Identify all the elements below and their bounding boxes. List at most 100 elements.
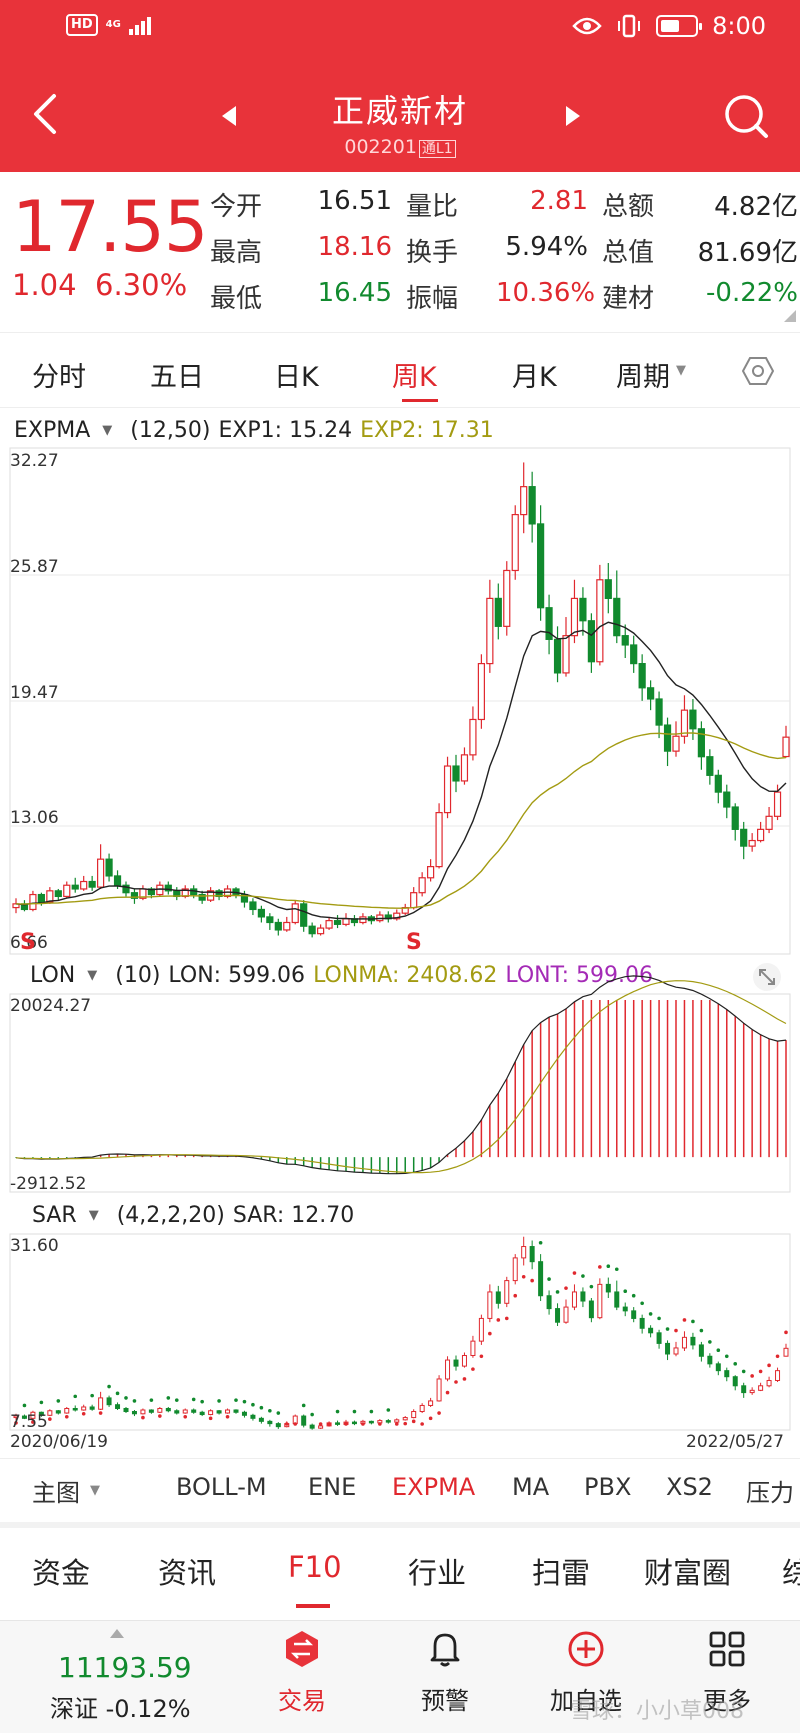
candle-body: [443, 765, 452, 814]
candle-body: [630, 644, 638, 665]
hd-badge: HD: [66, 14, 98, 36]
sar-candle-body: [775, 1370, 781, 1381]
sar-dot: [741, 1369, 746, 1374]
candle-body: [570, 597, 579, 637]
nav-alert-label: 预警: [421, 1687, 469, 1715]
sar-candle-body: [72, 1407, 78, 1411]
next-stock-button[interactable]: [562, 104, 582, 128]
tab-five-day[interactable]: 五日: [150, 362, 204, 393]
sar-candle-body: [588, 1300, 594, 1319]
quote-value: 4.82亿: [714, 192, 798, 222]
tab-weekly-k[interactable]: 周K: [392, 362, 437, 393]
sar-dot: [411, 1419, 416, 1424]
sar-dot: [259, 1405, 264, 1410]
nav-add-watchlist[interactable]: 加自选: [531, 1629, 641, 1716]
candle-body: [156, 884, 164, 896]
sar-dot: [56, 1399, 61, 1403]
sar-candle-body: [394, 1419, 400, 1423]
expand-up-icon[interactable]: [110, 1629, 124, 1638]
sar-dot: [589, 1284, 594, 1289]
chevron-down-icon: ▼: [676, 363, 686, 378]
sell-signal: S: [20, 930, 36, 955]
expand-icon[interactable]: [752, 962, 782, 992]
nav-more[interactable]: 更多: [672, 1629, 782, 1716]
sar-dot: [301, 1403, 306, 1408]
candle-body: [714, 774, 722, 793]
info-tab-1[interactable]: 资讯: [158, 1556, 217, 1590]
active-info-underline: [296, 1604, 330, 1608]
nav-add-label: 加自选: [550, 1687, 622, 1715]
candle-body: [80, 880, 88, 890]
settings-hexagon-icon[interactable]: [742, 356, 774, 386]
expma-ylabel-3: 19.47: [10, 683, 59, 703]
sar-dot: [217, 1399, 221, 1403]
sar-candle-body: [622, 1306, 628, 1312]
nav-alert[interactable]: 预警: [390, 1629, 500, 1716]
prev-stock-button[interactable]: [220, 104, 240, 128]
expma-params: (12,50): [130, 418, 211, 443]
info-tab-4[interactable]: 扫雷: [532, 1556, 591, 1590]
date-end: 2022/05/27: [686, 1432, 784, 1452]
sar-dot: [90, 1393, 94, 1398]
index-name[interactable]: 深证 -0.12%: [50, 1695, 191, 1723]
sar-candle-body: [318, 1425, 324, 1429]
expma-header[interactable]: EXPMA ▼ (12,50) EXP1: 15.24 EXP2: 17.31: [14, 418, 494, 443]
quote-panel: 17.55 1.04 6.30% 今开 16.51 量比 2.81 总额 4.82亿 最高 1…: [0, 172, 800, 322]
tab-period[interactable]: 周期: [616, 362, 670, 393]
sar-candle-body: [521, 1246, 527, 1259]
sar-dot: [640, 1301, 644, 1306]
sar-dot: [437, 1411, 441, 1415]
indicator-2[interactable]: ENE: [308, 1473, 357, 1501]
candle-body: [130, 892, 139, 899]
quote-label: 换手: [406, 238, 459, 268]
nav-trade[interactable]: 交易: [247, 1629, 357, 1716]
candle-body: [37, 893, 45, 903]
expand-corner-icon[interactable]: [784, 310, 796, 322]
info-tab-3[interactable]: 行业: [408, 1556, 467, 1590]
indicator-1[interactable]: BOLL-M: [176, 1473, 267, 1501]
kline-chart-area[interactable]: [0, 440, 800, 1458]
tab-monthly-k[interactable]: 月K: [512, 362, 557, 393]
sar-candle-body: [199, 1411, 205, 1416]
sar-candle-body: [512, 1257, 518, 1282]
candle-body: [46, 890, 54, 903]
indicator-0[interactable]: 主图: [32, 1479, 80, 1507]
indicator-3[interactable]: EXPMA: [392, 1473, 476, 1501]
candle-body: [54, 890, 62, 898]
lon-header[interactable]: LON ▼ (10) LON: 599.06 LONMA: 2408.62 LON…: [14, 963, 653, 988]
expma-ylabel-2: 25.87: [10, 557, 59, 577]
sar-header[interactable]: SAR ▼ (4,2,2,20) SAR: 12.70: [14, 1203, 354, 1228]
sar-candle-body: [445, 1359, 451, 1380]
search-icon[interactable]: [722, 92, 770, 140]
quote-label: 最高: [210, 238, 263, 268]
tab-daily-k[interactable]: 日K: [274, 362, 319, 393]
info-tab-6[interactable]: 综: [782, 1556, 800, 1590]
sar-dot: [538, 1240, 543, 1245]
quote-value: 16.45: [317, 278, 392, 308]
indicator-6[interactable]: XS2: [666, 1473, 713, 1501]
vibrate-icon: [618, 14, 641, 38]
indicator-4[interactable]: MA: [512, 1473, 550, 1501]
info-tab-2[interactable]: F10: [288, 1550, 342, 1584]
back-button[interactable]: [28, 92, 64, 136]
lon-frame: [9, 993, 791, 1193]
index-value[interactable]: 11193.59: [58, 1651, 192, 1684]
expma-ylabel-5: 6.66: [10, 933, 48, 953]
info-tab-5[interactable]: 财富圈: [644, 1556, 732, 1590]
sar-dot: [200, 1399, 204, 1404]
tab-intraday[interactable]: 分时: [32, 362, 86, 393]
sar-candle-body: [732, 1376, 738, 1387]
sar-dot: [208, 1416, 213, 1421]
quote-label[interactable]: 建材: [602, 284, 655, 314]
sar-candle-body: [267, 1420, 273, 1425]
candle-body: [587, 620, 595, 663]
sar-candle-body: [580, 1291, 586, 1302]
sar-dot: [124, 1396, 128, 1400]
sar-dot: [733, 1362, 738, 1366]
indicator-7[interactable]: 压力: [746, 1479, 794, 1507]
indicator-5[interactable]: PBX: [584, 1473, 632, 1501]
info-tab-0[interactable]: 资金: [32, 1556, 91, 1590]
sar-dot: [403, 1421, 408, 1426]
sar-dot: [225, 1415, 230, 1419]
candle-body: [545, 607, 553, 640]
